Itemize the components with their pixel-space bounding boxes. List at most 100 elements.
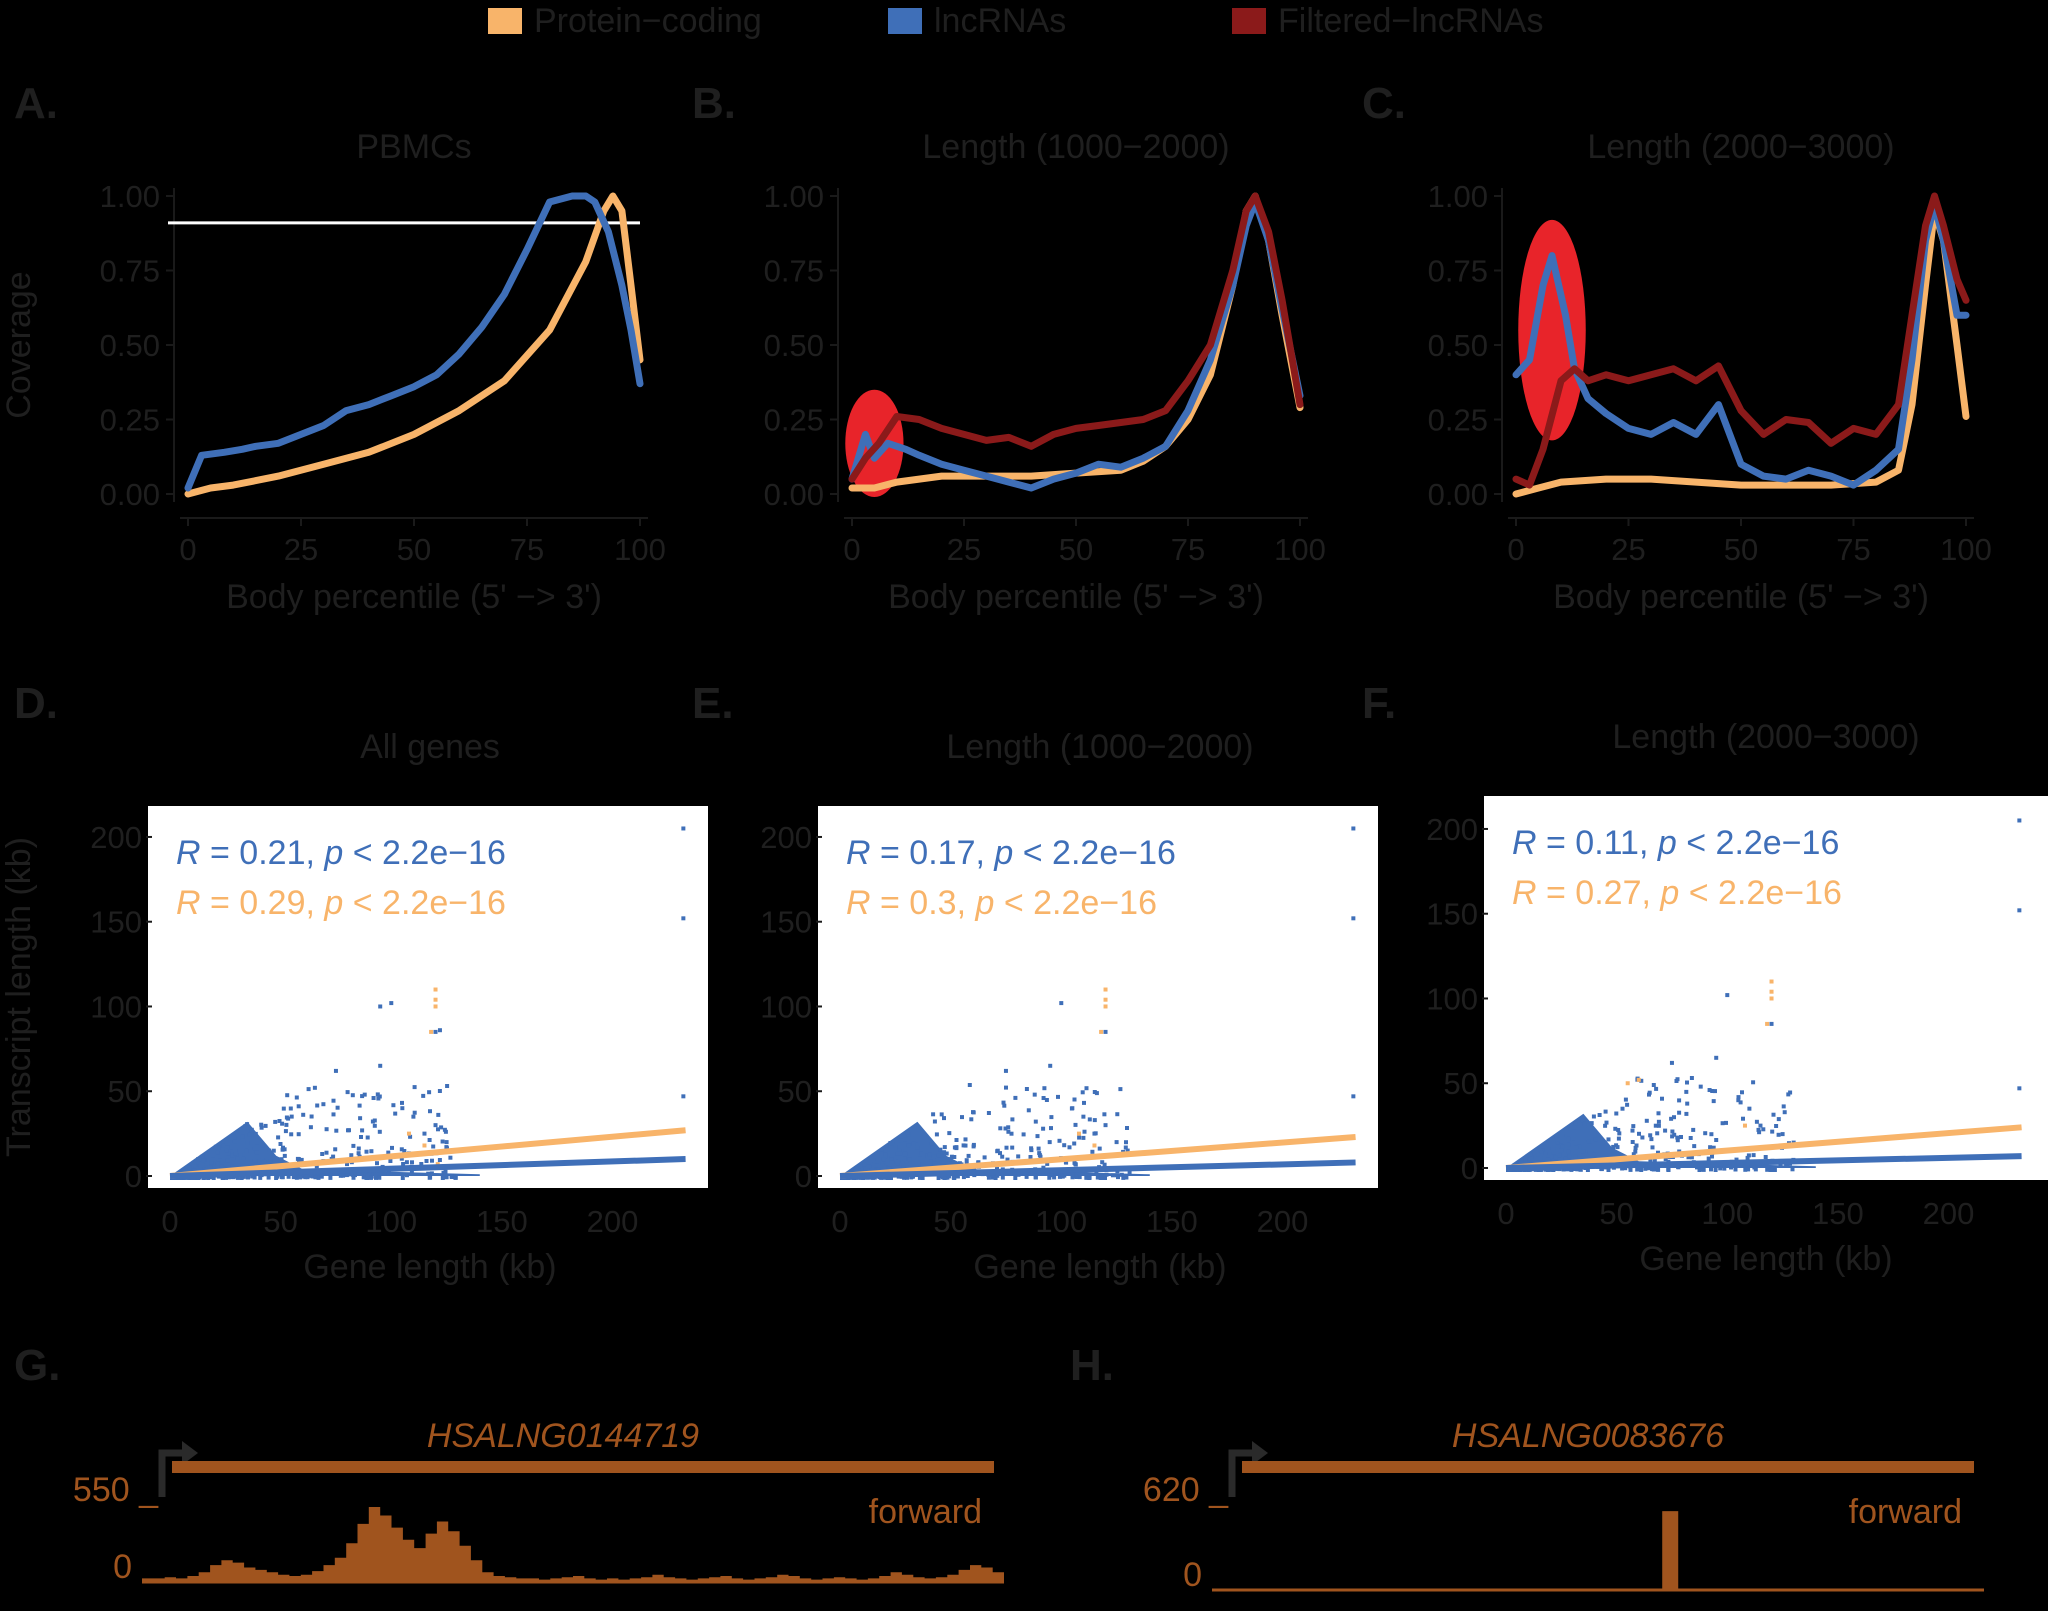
data-point [312, 1085, 317, 1090]
data-point [1026, 1108, 1031, 1113]
data-point [894, 1142, 899, 1146]
data-point [1752, 1165, 1757, 1170]
point-cloud-core [170, 1121, 480, 1176]
data-point [215, 1150, 220, 1155]
data-point [897, 1148, 902, 1153]
data-point [433, 1029, 438, 1034]
data-point [400, 1176, 405, 1180]
data-point [896, 1155, 901, 1160]
data-point [435, 1162, 440, 1167]
data-point [967, 1083, 972, 1087]
scatter-chart-f: Length (2000−3000) 0 50 100 150 200 0 50 100 150 2… [1426, 718, 2048, 1278]
data-point [946, 1174, 951, 1179]
data-point [333, 1068, 338, 1073]
data-point [944, 1151, 949, 1156]
data-point [331, 1112, 336, 1117]
data-point [1676, 1165, 1681, 1170]
data-point [867, 1164, 872, 1169]
data-point [401, 1162, 406, 1166]
data-point [1698, 1084, 1703, 1089]
data-point [986, 1175, 991, 1180]
data-point [1603, 1123, 1608, 1128]
data-point [1720, 1121, 1725, 1126]
data-point [1013, 1095, 1018, 1100]
data-point [324, 1127, 329, 1132]
track-min-label: 0 [1183, 1556, 1202, 1594]
data-point [1538, 1148, 1543, 1153]
fit-line [169, 1156, 686, 1179]
data-point [1677, 1110, 1682, 1115]
data-point [288, 1106, 293, 1111]
data-point [1351, 1094, 1356, 1099]
series-line [848, 192, 1304, 492]
data-point [280, 1175, 284, 1180]
data-point [1000, 1154, 1005, 1159]
data-point [1572, 1125, 1576, 1130]
data-point [219, 1164, 224, 1169]
data-point [853, 1168, 858, 1172]
data-point [906, 1132, 911, 1137]
data-point [1597, 1113, 1602, 1117]
data-point [1691, 1127, 1696, 1132]
data-point [445, 1084, 450, 1088]
data-point [1644, 1118, 1649, 1123]
stat-p-symbol: p [993, 834, 1013, 872]
data-point [273, 1119, 278, 1124]
data-point [949, 1154, 954, 1159]
data-point [252, 1158, 257, 1163]
data-point [216, 1145, 221, 1150]
data-point [280, 1147, 285, 1152]
data-point [375, 1092, 380, 1097]
stat-r-symbol: R [176, 884, 201, 922]
data-point [1085, 1173, 1090, 1178]
data-point [1776, 1132, 1781, 1137]
data-point [1094, 1171, 1099, 1176]
tss-arrowhead-icon [182, 1441, 198, 1465]
data-point [345, 1172, 350, 1177]
data-point [1633, 1149, 1638, 1154]
correlation-stats: R = 0.17, p < 2.2e−16 [846, 834, 1176, 872]
data-point [1077, 1175, 1082, 1180]
x-tick-label: 100 [1940, 532, 1992, 567]
x-tick-label: 100 [1701, 1196, 1753, 1231]
data-point [359, 1135, 363, 1139]
data-point [1656, 1123, 1661, 1128]
data-point [1653, 1123, 1658, 1128]
data-point [211, 1176, 216, 1180]
data-point [1070, 1106, 1075, 1111]
data-point [995, 1165, 999, 1170]
data-point [1751, 1153, 1756, 1158]
data-point [1559, 1139, 1564, 1144]
data-point [990, 1175, 995, 1180]
data-point [1663, 1128, 1668, 1133]
data-point [927, 1152, 932, 1157]
data-point [964, 1158, 969, 1163]
y-tick-label: 200 [90, 820, 142, 855]
data-point [444, 1140, 449, 1145]
data-point [1611, 1144, 1616, 1149]
data-point [266, 1175, 271, 1180]
data-point [1669, 1116, 1674, 1121]
data-point [880, 1148, 885, 1153]
data-point [1771, 1112, 1776, 1117]
data-point [278, 1142, 283, 1146]
data-point [1037, 1151, 1042, 1156]
data-point [1582, 1121, 1587, 1126]
data-point [1559, 1148, 1564, 1153]
stat-p-value: < 2.2e−16 [343, 884, 506, 922]
data-point [1566, 1149, 1571, 1154]
y-tick-label: 150 [760, 905, 812, 940]
data-point [931, 1112, 936, 1117]
data-point [971, 1142, 976, 1147]
data-point [1648, 1133, 1653, 1138]
data-point [1640, 1135, 1645, 1140]
x-tick-label: 50 [1724, 532, 1758, 567]
y-tick-label: 0.75 [100, 254, 160, 289]
data-point [1643, 1166, 1648, 1171]
y-tick-label: 0.75 [1428, 254, 1488, 289]
data-point [333, 1147, 338, 1152]
data-point [1701, 1167, 1706, 1172]
data-point [351, 1143, 356, 1148]
data-point [1062, 1143, 1067, 1148]
data-point [1709, 1167, 1713, 1172]
